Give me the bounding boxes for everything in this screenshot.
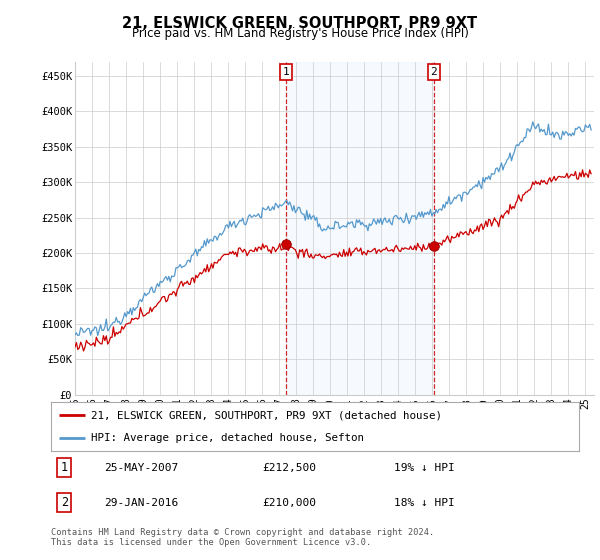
Text: 1: 1 [61, 461, 68, 474]
Text: 21, ELSWICK GREEN, SOUTHPORT, PR9 9XT: 21, ELSWICK GREEN, SOUTHPORT, PR9 9XT [122, 16, 478, 31]
Text: £210,000: £210,000 [262, 498, 316, 507]
Text: 2: 2 [61, 496, 68, 509]
Text: 2: 2 [430, 67, 437, 77]
Text: 19% ↓ HPI: 19% ↓ HPI [394, 463, 455, 473]
Text: HPI: Average price, detached house, Sefton: HPI: Average price, detached house, Seft… [91, 433, 364, 444]
Text: 25-MAY-2007: 25-MAY-2007 [104, 463, 178, 473]
Text: £212,500: £212,500 [262, 463, 316, 473]
Text: 1: 1 [283, 67, 289, 77]
Text: Price paid vs. HM Land Registry's House Price Index (HPI): Price paid vs. HM Land Registry's House … [131, 27, 469, 40]
Bar [286, 62, 434, 395]
Text: 18% ↓ HPI: 18% ↓ HPI [394, 498, 455, 507]
Text: 21, ELSWICK GREEN, SOUTHPORT, PR9 9XT (detached house): 21, ELSWICK GREEN, SOUTHPORT, PR9 9XT (d… [91, 410, 442, 421]
Text: Contains HM Land Registry data © Crown copyright and database right 2024.
This d: Contains HM Land Registry data © Crown c… [51, 528, 434, 547]
Text: 29-JAN-2016: 29-JAN-2016 [104, 498, 178, 507]
